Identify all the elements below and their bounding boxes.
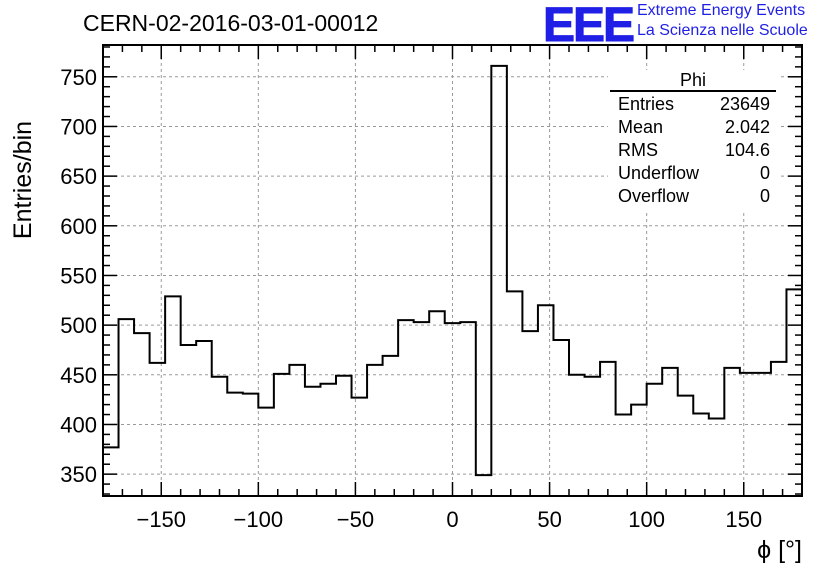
- histogram-bars: [103, 64, 803, 496]
- histogram-bin: [352, 398, 368, 496]
- stat-label: Overflow: [618, 186, 690, 206]
- histogram-bin: [693, 414, 709, 496]
- histogram-bin: [212, 377, 228, 496]
- stats-box: Phi Entries 23649 Mean 2.042 RMS 104.6 U…: [608, 70, 778, 212]
- histogram-bin: [258, 408, 274, 496]
- histogram-bin: [476, 475, 492, 496]
- histogram-bin: [336, 376, 352, 496]
- histogram-bin: [181, 345, 197, 496]
- histogram-bin: [786, 289, 802, 496]
- histogram-bin: [553, 340, 569, 496]
- y-tick-label: 400: [60, 412, 97, 437]
- y-tick-labels: 350 400 450 500 550 600 650 700 750: [60, 65, 97, 487]
- histogram-bin: [755, 373, 771, 496]
- y-tick-label: 550: [60, 263, 97, 288]
- histogram-bin: [150, 363, 166, 496]
- stat-value: 0: [759, 163, 770, 183]
- histogram-bin: [585, 377, 601, 496]
- stat-label: RMS: [618, 140, 658, 160]
- stat-label: Entries: [618, 94, 675, 114]
- stat-label: Underflow: [618, 163, 700, 183]
- histogram-bin: [507, 291, 523, 496]
- x-tick-label: 150: [725, 507, 762, 532]
- histogram-outline: [103, 64, 803, 477]
- x-tick-label: −50: [337, 507, 374, 532]
- page-title: CERN-02-2016-03-01-00012: [83, 10, 379, 36]
- x-tick-label: −100: [234, 507, 284, 532]
- histogram-bin: [647, 384, 663, 496]
- y-tick-label: 450: [60, 363, 97, 388]
- stats-divider: [610, 90, 776, 92]
- histogram-bin: [445, 323, 461, 496]
- histogram-bin: [678, 396, 694, 496]
- histogram-bin: [538, 305, 554, 496]
- stats-title: Phi: [679, 70, 706, 90]
- histogram-bin: [289, 365, 305, 496]
- histogram-bin: [616, 415, 632, 496]
- y-tick-label: 500: [60, 313, 97, 338]
- histogram-bin: [522, 331, 538, 496]
- histogram-bin: [227, 393, 243, 496]
- histogram-bin: [398, 320, 414, 496]
- histogram-bin: [243, 394, 259, 496]
- histogram-bin: [460, 322, 476, 496]
- x-tick-label: 0: [446, 507, 458, 532]
- x-tick-label: 100: [628, 507, 665, 532]
- histogram-bin: [414, 322, 430, 496]
- stat-label: Mean: [618, 117, 664, 137]
- histogram-bin: [569, 375, 585, 496]
- histogram-bin: [165, 296, 181, 496]
- y-tick-label: 700: [60, 114, 97, 139]
- y-tick-label: 650: [60, 164, 97, 189]
- y-tick-label: 350: [60, 462, 97, 487]
- histogram-bin: [740, 373, 756, 496]
- histogram-bin: [196, 341, 212, 496]
- logo-line-2: La Scienza nelle Scuole: [637, 22, 808, 39]
- histogram-bin: [320, 384, 336, 496]
- histogram-bin: [383, 356, 399, 496]
- stat-value: 104.6: [724, 140, 770, 160]
- histogram-bin: [305, 387, 321, 496]
- x-tick-labels: −150 −100 −50 0 50 100 150: [136, 507, 762, 532]
- x-tick-label: 50: [537, 507, 561, 532]
- histogram-bin: [724, 368, 740, 496]
- stat-value: 23649: [719, 94, 770, 114]
- x-axis-title: ϕ [°]: [757, 536, 802, 564]
- histogram-bin: [771, 362, 787, 496]
- x-tick-label: −150: [136, 507, 186, 532]
- y-tick-label: 600: [60, 214, 97, 239]
- y-tick-label: 750: [60, 65, 97, 90]
- histogram-bin: [709, 419, 725, 496]
- histogram-bin: [631, 405, 647, 496]
- stat-value: 0: [759, 186, 770, 206]
- y-axis-title: Entries/bin: [9, 121, 37, 239]
- logo-mark: EEE: [542, 0, 635, 53]
- histogram-bin: [119, 319, 135, 496]
- histogram-bin: [429, 311, 445, 496]
- logo-line-1: Extreme Energy Events: [637, 2, 806, 19]
- histogram-bin: [367, 365, 383, 496]
- histogram-bin: [662, 368, 678, 496]
- histogram-bin: [600, 362, 616, 496]
- histogram-bin: [134, 333, 150, 496]
- histogram-bin: [274, 374, 290, 496]
- axis-ticks: [103, 45, 802, 496]
- stat-value: 2.042: [724, 117, 770, 137]
- histogram-bin: [491, 66, 507, 496]
